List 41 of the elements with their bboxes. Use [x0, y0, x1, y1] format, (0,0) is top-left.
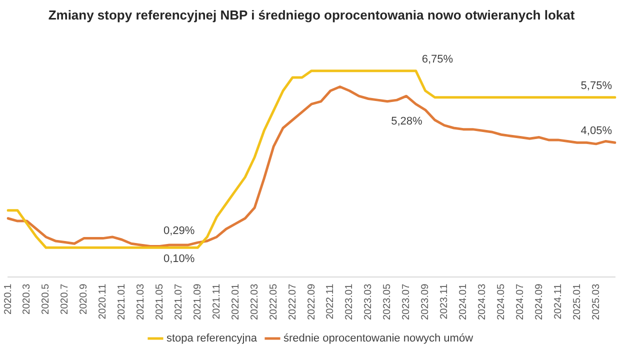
data-label: 5,28% — [391, 115, 423, 128]
x-tick-label: 2021.11 — [211, 283, 222, 320]
x-tick-label: 2023.09 — [420, 283, 432, 320]
x-tick-label: 2020.9 — [78, 283, 90, 314]
x-tick-label: 2024.01 — [458, 283, 469, 320]
x-tick-label: 2023.07 — [401, 283, 412, 320]
x-tick-label: 2022.11 — [325, 283, 336, 320]
x-tick-label: 2025.01 — [572, 283, 583, 320]
x-tick-label: 2020.3 — [22, 283, 33, 314]
x-tick-label: 2022.07 — [287, 283, 298, 320]
x-tick-label: 2020.11 — [98, 283, 109, 320]
data-label: 5,75% — [580, 80, 612, 92]
x-tick-label: 2025.03 — [590, 283, 602, 320]
x-tick-label: 2020.7 — [60, 283, 71, 314]
legend-label: średnie oprocentowanie nowych umów — [283, 332, 474, 345]
x-tick-label: 2021.07 — [173, 283, 184, 320]
x-tick-label: 2023.05 — [382, 283, 394, 320]
x-tick-label: 2024.05 — [496, 283, 507, 320]
x-tick-label: 2021.03 — [136, 283, 147, 320]
x-tick-label: 2020.1 — [2, 283, 14, 314]
chart-title: Zmiany stopy referencyjnej NBP i średniego oprocentowania nowo otwieranych lokat — [48, 7, 576, 22]
x-tick-label: 2022.09 — [306, 283, 318, 320]
x-tick-label: 2020.5 — [40, 283, 52, 314]
data-label: 6,75% — [422, 53, 454, 66]
data-label: 0,29% — [163, 225, 195, 238]
x-tick-label: 2022.05 — [268, 283, 280, 320]
x-tick-label: 2023.11 — [439, 283, 450, 320]
x-tick-label: 2023.01 — [344, 283, 356, 320]
x-tick-label: 2024.11 — [552, 283, 564, 320]
x-tick-label: 2021.01 — [116, 283, 128, 320]
x-tick-label: 2024.07 — [514, 283, 526, 320]
x-tick-label: 2023.03 — [363, 283, 374, 320]
x-tick-label: 2021.09 — [192, 283, 204, 320]
legend-label: stopa referencyjna — [166, 332, 258, 345]
x-tick-label: 2022.01 — [230, 283, 242, 320]
x-tick-label: 2024.03 — [476, 283, 488, 320]
x-tick-label: 2021.05 — [154, 283, 166, 320]
x-tick-label: 2024.09 — [534, 283, 545, 320]
x-tick-label: 2022.03 — [249, 283, 260, 320]
data-label: 4,05% — [580, 125, 612, 138]
data-label: 0,10% — [163, 253, 195, 266]
